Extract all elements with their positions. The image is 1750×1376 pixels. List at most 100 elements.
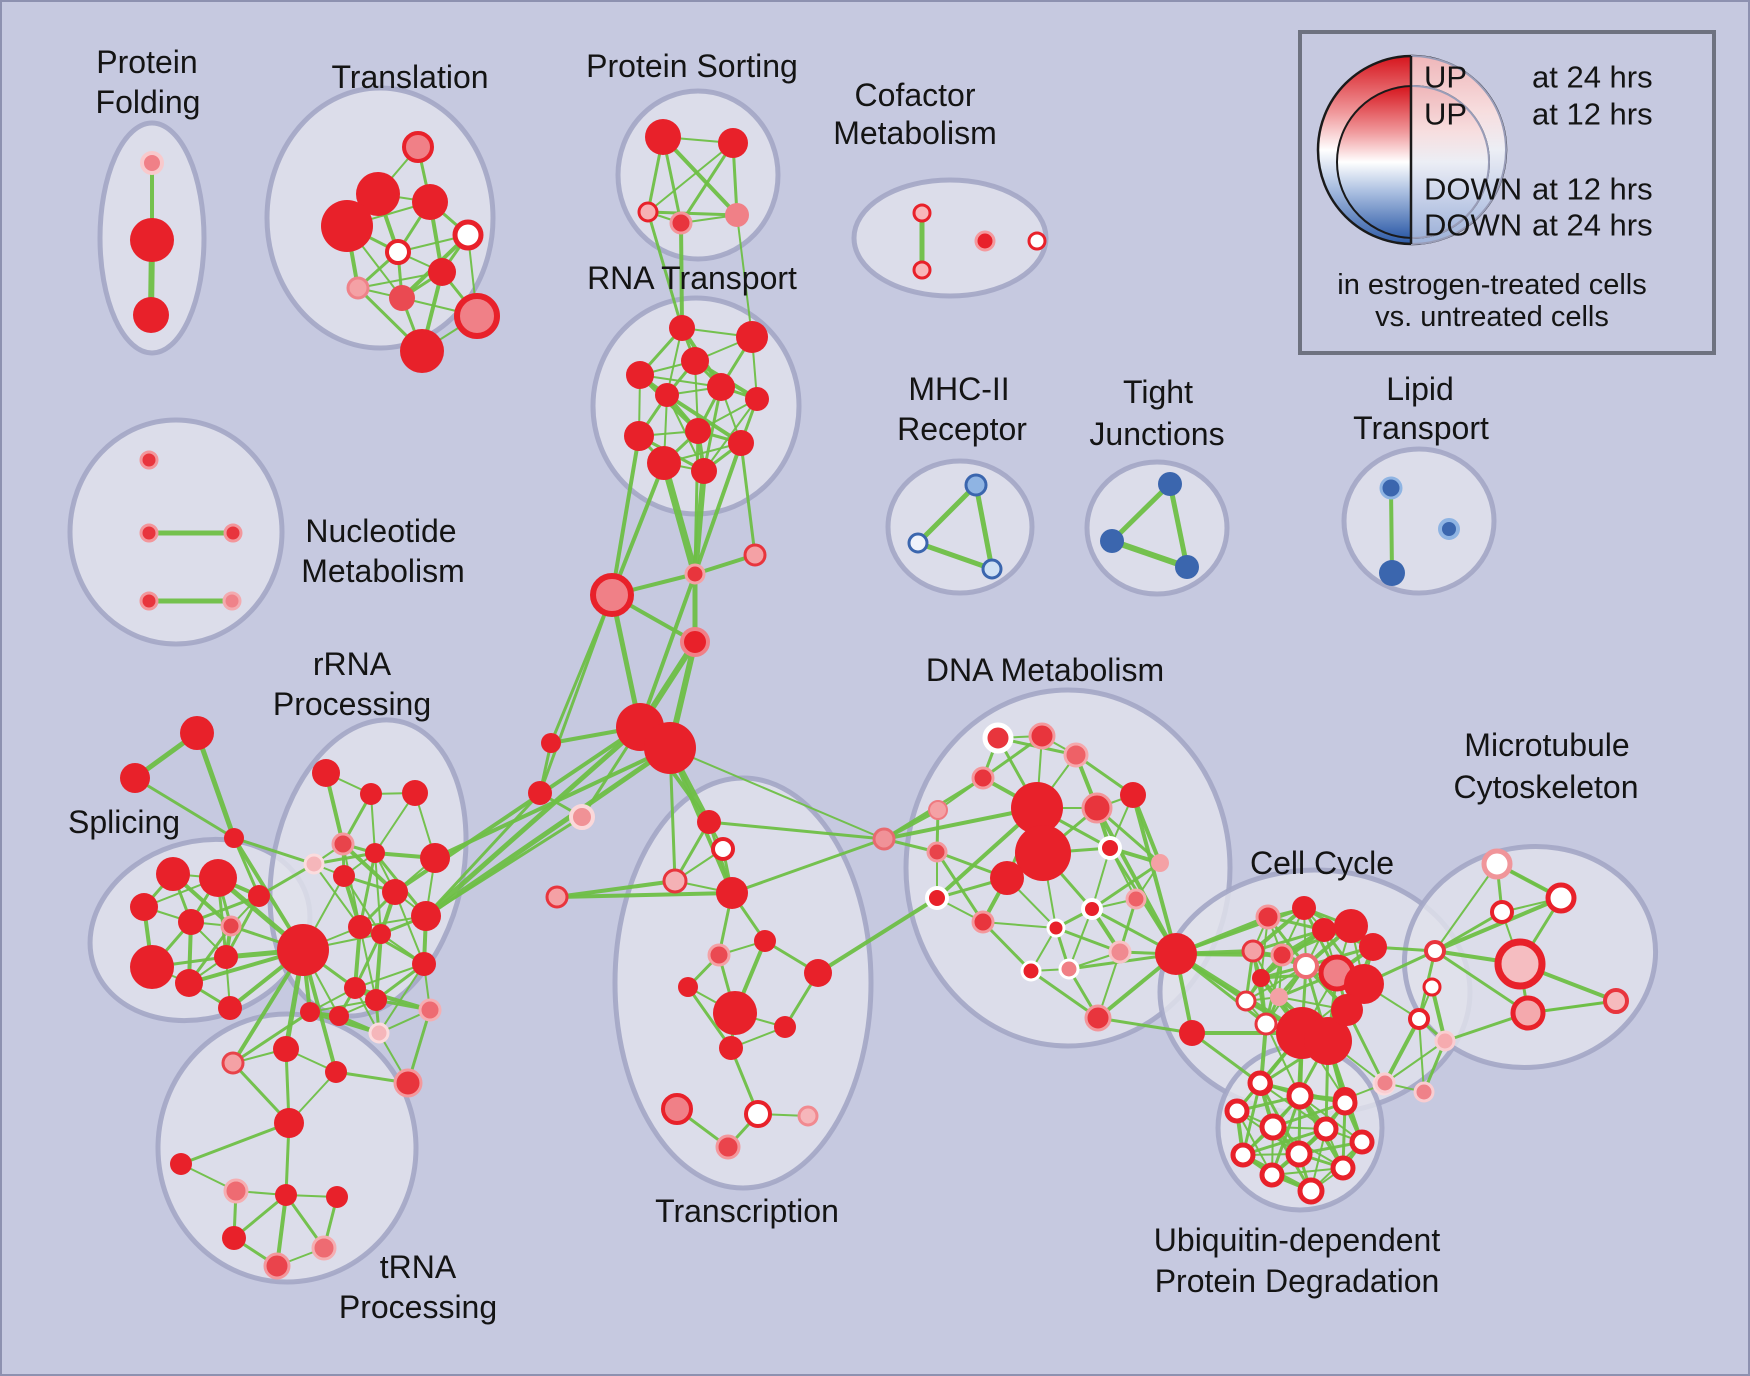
network-node-ub-7 [1230, 1142, 1256, 1168]
network-node-tj-0 [1158, 472, 1182, 496]
network-node-dm-21 [1081, 898, 1103, 920]
legend-time-label-1: at 12 hrs [1532, 97, 1653, 132]
network-edge-tj [1109, 538, 1190, 570]
cluster-label-mt: Microtubule [1464, 727, 1629, 763]
network-node-nm-2 [223, 523, 243, 543]
cluster-ellipse-cm [851, 177, 1049, 299]
network-node-mt-0 [1481, 848, 1513, 880]
network-node-rr-5 [303, 853, 325, 875]
network-edge-tj [1109, 481, 1173, 544]
network-link [882, 806, 1039, 841]
network-node-ps-2 [637, 201, 659, 223]
network-node-cc-4 [1359, 933, 1387, 961]
network-node-sp-9 [218, 996, 242, 1020]
network-node-rt-7 [685, 418, 711, 444]
network-link [1095, 806, 1178, 956]
network-node-dm-2 [1063, 742, 1089, 768]
network-link [231, 1010, 312, 1065]
network-node-dm-6 [1081, 792, 1113, 824]
network-node-rt-6 [745, 387, 769, 411]
cluster-label-cm: Cofactor [855, 77, 976, 113]
network-link [1131, 793, 1178, 956]
network-node-rt-1 [736, 321, 768, 353]
label-layer: Protein Folding Translation Protein Sorting… [68, 44, 1639, 1325]
network-node-sp-7 [175, 969, 203, 997]
legend-time-label-3: at 24 hrs [1532, 208, 1653, 243]
network-node-lt-1 [1438, 518, 1460, 540]
legend-ring-12h-faded [1411, 85, 1490, 239]
legend-footer-line-1: vs. untreated cells [1375, 301, 1609, 333]
network-node-mt-2 [1490, 900, 1514, 924]
network-node-rr-11 [277, 924, 329, 976]
network-node-mt-3 [1494, 938, 1546, 990]
network-node-tc-3 [716, 877, 748, 909]
network-node-tn-6 [275, 1184, 297, 1206]
network-node-dm-15 [1020, 960, 1042, 982]
cluster-label-tn: Processing [339, 1289, 497, 1325]
network-node-tn-1 [273, 1036, 299, 1062]
network-node-dm-12 [925, 886, 949, 910]
network-node-dm-7 [1011, 782, 1063, 834]
legend-direction-label-1: UP [1424, 97, 1467, 132]
cluster-label-tj: Junctions [1089, 416, 1224, 452]
network-edge-cc [1251, 928, 1326, 953]
legend-direction-label-2: DOWN [1424, 172, 1522, 207]
network-node-rr-3 [420, 843, 450, 873]
network-node-tc-15 [715, 1134, 741, 1160]
cluster-label-rr: Processing [273, 686, 431, 722]
cluster-label-cc: Cell Cycle [1250, 845, 1394, 881]
cluster-label-tj: Tight [1123, 374, 1193, 410]
network-node-ub-9 [1259, 1162, 1285, 1188]
network-node-tr-4 [452, 219, 484, 251]
network-node-cc-16 [1331, 994, 1363, 1026]
network-node-dm-1 [1028, 722, 1056, 750]
cluster-label-ub: Ubiquitin-dependent [1154, 1222, 1441, 1258]
network-node-cm-3 [1027, 231, 1047, 251]
network-link [1096, 1016, 1194, 1035]
network-node-cc-0 [1255, 904, 1281, 930]
network-node-mt-4 [1422, 977, 1442, 997]
network-edge-mhc [973, 482, 995, 572]
network-edge-mt [1418, 1018, 1425, 1093]
cluster-label-mhc: Receptor [897, 411, 1027, 447]
network-node-tn-0 [221, 1051, 245, 1075]
network-edge-ps [646, 210, 739, 217]
network-edge-tc [555, 879, 677, 899]
network-link [730, 837, 886, 895]
network-node-ub-2 [1332, 1090, 1358, 1116]
network-link [693, 429, 700, 576]
network-node-nm-1 [139, 523, 159, 543]
network-node-tc-11 [719, 1036, 743, 1060]
network-node-dm-5 [1120, 782, 1146, 808]
network-node-cc-5 [1241, 939, 1265, 963]
network-edge-ub [1241, 1127, 1328, 1157]
network-node-ub-6 [1349, 1129, 1375, 1155]
network-edge-dm [1029, 969, 1100, 1020]
network-node-dm-4 [928, 800, 948, 820]
network-node-cm-1 [912, 260, 932, 280]
network-node-tc-14 [797, 1105, 819, 1127]
network-node-br-15 [1424, 940, 1446, 962]
network-link [736, 214, 753, 338]
network-node-sp-8 [214, 945, 238, 969]
network-node-tn-4 [170, 1153, 192, 1175]
cluster-label-nm: Metabolism [301, 553, 465, 589]
network-link [669, 747, 885, 840]
network-node-tc-2 [662, 868, 688, 894]
network-link [707, 820, 886, 841]
network-node-rr-15 [300, 1002, 320, 1022]
network-node-cm-0 [912, 203, 932, 223]
network-edge-rr [358, 851, 377, 929]
network-node-dm-10 [1098, 836, 1122, 860]
network-node-rt-2 [681, 347, 709, 375]
cluster-label-pf: Folding [96, 84, 201, 120]
network-node-cc-3 [1334, 909, 1368, 943]
network-node-tc-10 [774, 1016, 796, 1038]
network-node-tj-2 [1175, 555, 1199, 579]
network-node-br-9 [180, 716, 214, 750]
network-link [538, 593, 614, 795]
network-node-rt-5 [655, 383, 679, 407]
network-node-br-0 [743, 543, 767, 567]
network-node-rr-12 [371, 924, 391, 944]
network-link [424, 815, 584, 918]
